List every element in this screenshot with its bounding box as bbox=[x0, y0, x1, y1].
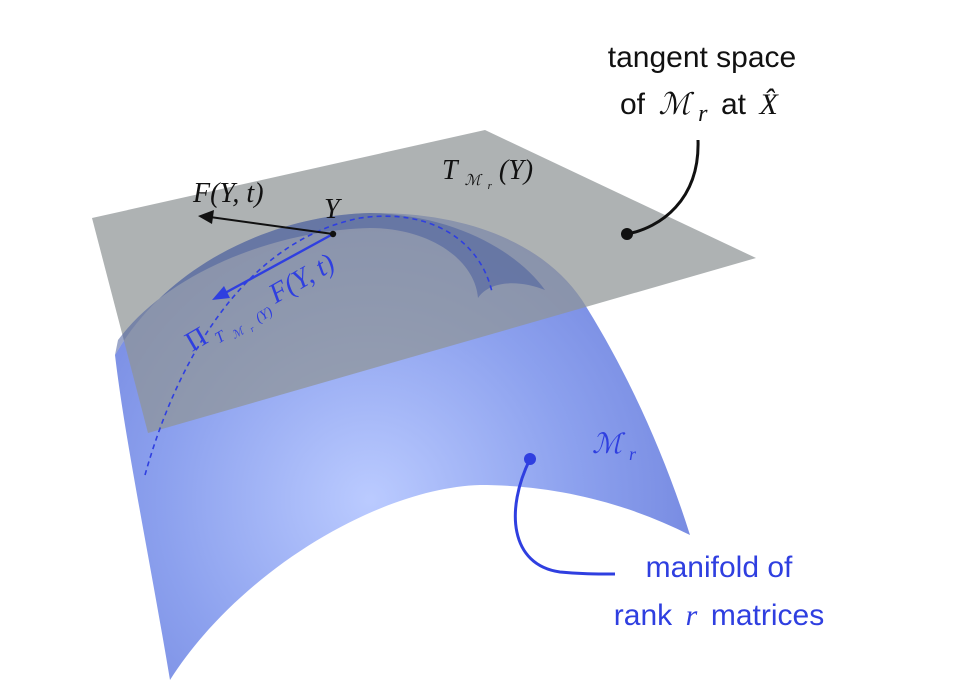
manifold-symbol-M: ℳ bbox=[592, 429, 626, 460]
tangent-space-caption-line2: of ℳ r at X̂ bbox=[620, 88, 780, 128]
caption-at: at bbox=[721, 88, 747, 121]
manifold-symbol: ℳ r bbox=[592, 429, 637, 464]
manifold-caption-line1: manifold of bbox=[646, 551, 793, 584]
caption-r: r bbox=[698, 101, 708, 127]
tangent-space-callout-dot bbox=[621, 228, 633, 240]
caption-M: ℳ bbox=[659, 88, 695, 121]
manifold-symbol-r: r bbox=[629, 444, 637, 464]
vector-F-label: F(Y, t) bbox=[192, 178, 264, 209]
vector-F-arrowhead bbox=[198, 210, 214, 224]
projection-vector-arrowhead bbox=[212, 286, 230, 300]
caption-of: of bbox=[620, 88, 646, 121]
manifold-caption-line2: rank r matrices bbox=[614, 599, 824, 632]
tangent-symbol-arg: (Y) bbox=[499, 155, 533, 186]
tangent-plane bbox=[92, 130, 756, 433]
point-Y-label: Y bbox=[324, 194, 343, 225]
projection-sub-r: r bbox=[248, 323, 256, 334]
tangent-space-callout-line bbox=[626, 139, 700, 236]
vector-F-line bbox=[209, 216, 334, 235]
tangent-space-caption-line1: tangent space bbox=[608, 41, 796, 74]
dashed-geodesic bbox=[144, 215, 493, 476]
tangent-symbol-r: r bbox=[488, 180, 493, 192]
manifold-caption-rank: rank bbox=[614, 599, 673, 632]
tangent-symbol: T ℳ r (Y) bbox=[442, 155, 533, 196]
point-Y-dot bbox=[329, 230, 337, 238]
projection-vector-line bbox=[224, 232, 334, 295]
manifold-caption-matrices: matrices bbox=[711, 599, 824, 632]
tangent-symbol-M: ℳ bbox=[465, 173, 483, 189]
manifold-caption-r: r bbox=[686, 599, 698, 632]
tangent-symbol-T: T bbox=[442, 155, 460, 186]
manifold-callout-line bbox=[513, 458, 616, 576]
caption-X: X̂ bbox=[759, 88, 780, 121]
manifold-callout-dot bbox=[524, 453, 536, 465]
